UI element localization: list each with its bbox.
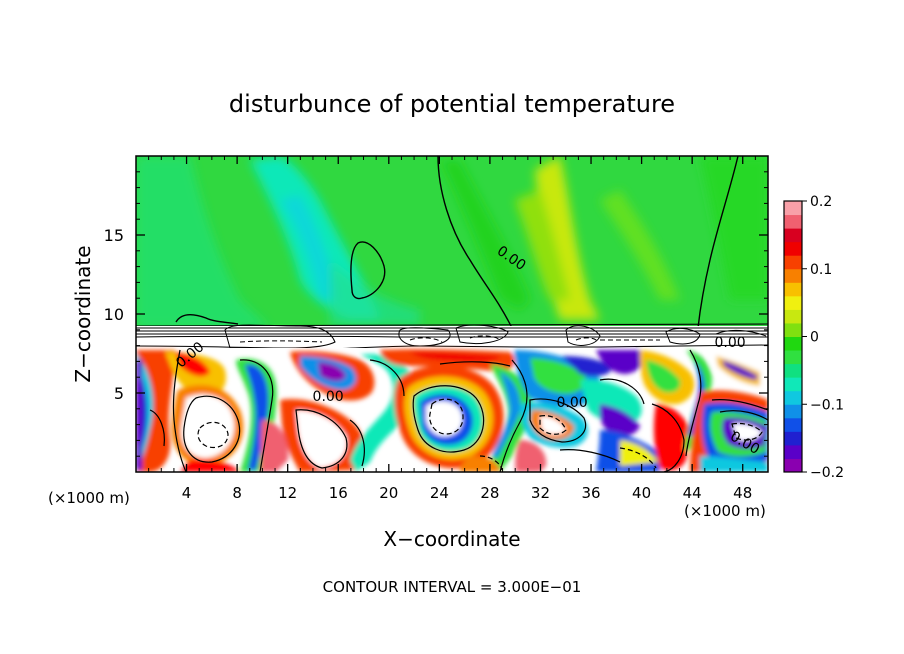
y-axis-ticks: 5 10 15 xyxy=(104,171,768,457)
colorbar-tick-label: 0 xyxy=(810,330,819,346)
colorbar-swatch xyxy=(784,228,802,243)
x-tick-label: 16 xyxy=(329,484,348,502)
colorbar-swatch xyxy=(784,404,802,419)
colorbar-tick-label: −0.2 xyxy=(810,465,844,481)
x-axis-label: X−coordinate xyxy=(383,527,520,551)
colorbar-swatch xyxy=(784,431,802,446)
colorbar-swatch xyxy=(784,458,802,473)
contour-label: 0.00 xyxy=(714,335,745,351)
x-tick-label: 4 xyxy=(182,484,192,502)
colorbar-swatch xyxy=(784,295,802,310)
colorbar-swatch xyxy=(784,350,802,365)
colorbar-swatch xyxy=(784,444,802,459)
colorbar-tick-label: −0.1 xyxy=(810,397,844,413)
x-tick-label: 12 xyxy=(278,484,297,502)
colorbar-tick-label: 0.1 xyxy=(810,262,832,278)
x-tick-label: 24 xyxy=(430,484,449,502)
colorbar-swatch xyxy=(784,390,802,405)
colorbar-swatch xyxy=(784,363,802,378)
contour-label: 0.00 xyxy=(313,389,344,405)
y-tick-label: 10 xyxy=(104,305,124,324)
colorbar-swatch xyxy=(784,322,802,337)
y-tick-label: 15 xyxy=(104,226,124,245)
x-tick-label: 28 xyxy=(480,484,499,502)
colorbar-tick-label: 0.2 xyxy=(810,194,832,210)
colorbar-swatch xyxy=(784,241,802,256)
colorbar-swatch xyxy=(784,255,802,270)
x-tick-label: 40 xyxy=(632,484,651,502)
x-tick-label: 48 xyxy=(733,484,752,502)
y-tick-label: 5 xyxy=(114,384,124,403)
x-tick-label: 8 xyxy=(232,484,242,502)
contour-labels: 0.000.00 0.000.00 0.000.00 xyxy=(173,243,762,458)
chart-title: disturbunce of potential temperature xyxy=(229,90,675,118)
colorbar-ticks: 0.2 0.1 0 −0.1 −0.2 xyxy=(802,194,844,481)
colorbar-swatch xyxy=(784,268,802,283)
colorbar-swatch xyxy=(784,282,802,297)
contour-interval-label: CONTOUR INTERVAL = 3.000E−01 xyxy=(323,578,582,596)
x-tick-label: 36 xyxy=(581,484,600,502)
x-tick-label: 20 xyxy=(379,484,398,502)
x-unit-right: (×1000 m) xyxy=(684,502,766,520)
colorbar-swatch xyxy=(784,214,802,229)
x-axis-ticks: 4 8 12 16 20 24 28 32 36 40 44 48 xyxy=(148,156,756,502)
x-unit-left: (×1000 m) xyxy=(48,489,130,507)
heatmap-field: 0.000.00 0.000.00 0.000.00 xyxy=(136,156,768,472)
x-tick-label: 32 xyxy=(531,484,550,502)
x-tick-label: 44 xyxy=(683,484,702,502)
contour-label: 0.00 xyxy=(556,395,587,411)
y-axis-label: Z−coordinate xyxy=(71,245,95,382)
colorbar-swatch xyxy=(784,417,802,432)
colorbar-swatch xyxy=(784,309,802,324)
colorbar-swatch xyxy=(784,336,802,351)
colorbar-swatch xyxy=(784,377,802,392)
colorbar xyxy=(783,200,803,473)
colorbar-swatch xyxy=(784,201,802,216)
